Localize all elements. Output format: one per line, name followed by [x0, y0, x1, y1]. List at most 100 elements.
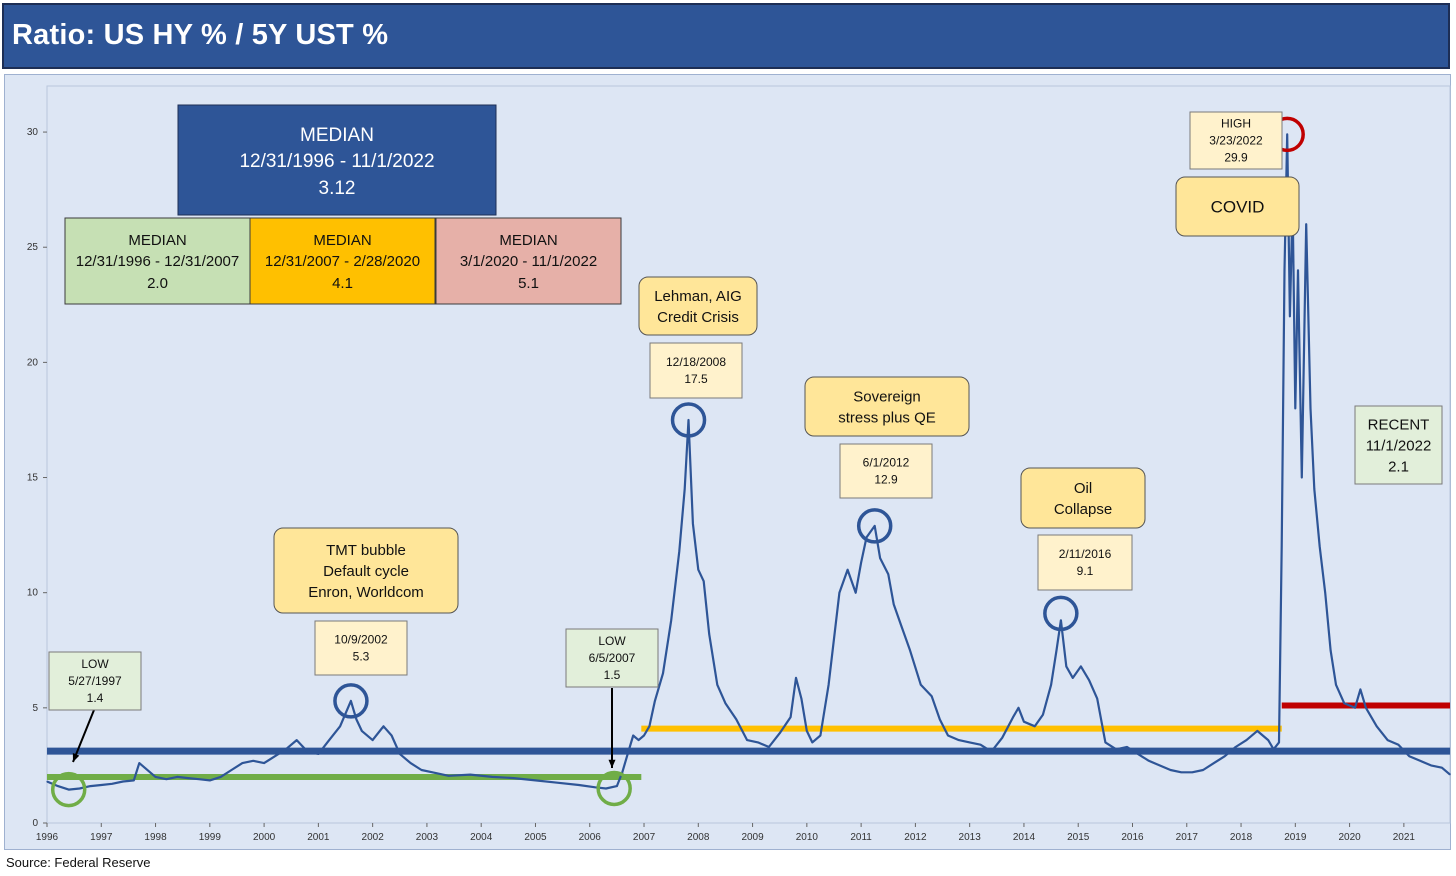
point-label-2-line: 1.5	[604, 668, 621, 682]
series-point	[220, 776, 222, 778]
series-point	[1060, 619, 1062, 621]
x-tick-label: 2002	[362, 832, 385, 843]
series-point	[768, 746, 770, 748]
series-point	[887, 573, 889, 575]
series-point	[410, 762, 412, 764]
x-tick-label: 2020	[1338, 832, 1361, 843]
series-point	[513, 777, 515, 779]
series-point	[1065, 665, 1067, 668]
series-point	[1191, 771, 1193, 773]
series-point	[1088, 679, 1090, 681]
callout-1-bg	[638, 276, 758, 336]
series-point	[372, 739, 374, 741]
series-point	[605, 787, 607, 790]
point-label-2-line: LOW	[598, 634, 626, 648]
x-tick-label: 1999	[199, 832, 222, 843]
y-tick-label: 15	[27, 473, 39, 484]
series-point	[1050, 684, 1052, 686]
x-tick-label: 2012	[904, 832, 927, 843]
series-point	[716, 684, 718, 686]
series-point	[556, 782, 558, 784]
point-label-7: RECENT 11/1/2022 2.1	[1354, 405, 1443, 485]
series-point	[274, 755, 276, 757]
series-point	[860, 562, 862, 564]
series-point	[969, 741, 971, 744]
series-point	[1313, 488, 1315, 490]
x-tick-label: 2013	[959, 832, 982, 843]
x-tick-label: 2004	[470, 832, 493, 843]
series-point	[1202, 769, 1204, 771]
series-point	[339, 725, 341, 727]
marker-circle-3	[670, 402, 707, 438]
callout-1-line: Credit Crisis	[657, 309, 739, 326]
marker-circle-0	[50, 771, 87, 808]
marker-circle-1	[333, 683, 369, 719]
callout-1: Lehman, AIG Credit Crisis	[638, 276, 758, 336]
series-point	[154, 776, 157, 778]
point-label-4: 6/1/2012 12.9	[839, 443, 933, 499]
median-overall-bg	[177, 104, 497, 216]
series-point	[1042, 714, 1044, 716]
series-point	[662, 672, 664, 674]
low-1997-arrow-head	[72, 753, 80, 762]
series-point	[176, 776, 178, 778]
point-label-0-bg	[48, 651, 142, 711]
callout-0-bg	[273, 527, 459, 614]
point-label-0-line: LOW	[81, 657, 109, 671]
series-point	[1096, 698, 1098, 700]
series-point	[1419, 760, 1421, 762]
chart-title: Ratio: US HY % / 5Y UST %	[12, 19, 389, 51]
x-tick-label: 2010	[796, 832, 819, 843]
series-point	[1330, 649, 1332, 651]
series-point	[1430, 764, 1432, 767]
median-period-value: 4.1	[332, 275, 353, 292]
series-line-0	[46, 133, 1451, 791]
x-tick-label: 2006	[579, 832, 602, 843]
point-label-7-line: 11/1/2022	[1366, 437, 1432, 454]
series-point	[1297, 269, 1299, 271]
callout-2-line: stress plus QE	[838, 409, 936, 426]
point-label-3: 12/18/2008 17.5	[649, 342, 743, 399]
point-label-0: LOW 5/27/1997 1.4	[48, 651, 142, 711]
median-period-bg	[249, 217, 436, 305]
series-point	[643, 734, 645, 737]
series-point	[1072, 677, 1074, 679]
x-tick-label: 2021	[1393, 832, 1416, 843]
series-point	[638, 739, 640, 741]
series-point	[879, 557, 881, 559]
callout-2-bg	[804, 376, 970, 437]
y-tick-label: 10	[27, 588, 39, 599]
series-point	[1397, 744, 1399, 746]
series-point	[391, 734, 393, 737]
median-overall-value: 3.12	[319, 178, 356, 199]
point-label-0-line: 5/27/1997	[68, 674, 122, 688]
marker-circle-2	[596, 770, 632, 807]
series-point	[920, 684, 922, 686]
y-tick-label: 0	[32, 818, 38, 829]
series-point	[382, 725, 385, 727]
callout-4: COVID	[1175, 176, 1300, 237]
series-point	[230, 769, 233, 771]
series-point	[1273, 748, 1275, 750]
x-tick-label: 2000	[253, 832, 276, 843]
median-lines	[47, 702, 1450, 780]
series-point	[1283, 269, 1286, 271]
series-point	[57, 785, 59, 787]
point-label-7-line: RECENT	[1368, 416, 1430, 433]
series-point	[149, 771, 151, 773]
x-tick-label: 1997	[90, 832, 113, 843]
series-point	[68, 789, 70, 791]
series-point	[144, 767, 146, 769]
series-point	[89, 785, 91, 787]
series-point	[46, 780, 48, 783]
callout-3: Oil Collapse	[1020, 467, 1146, 529]
series-point	[1305, 223, 1307, 225]
series-point	[1001, 737, 1003, 739]
source-note: Source: Federal Reserve	[6, 855, 151, 870]
point-label-5: 2/11/2016 9.1	[1037, 534, 1133, 591]
series-point	[939, 718, 941, 721]
series-point	[122, 780, 124, 783]
series-point	[1278, 741, 1280, 744]
x-tick-label: 1996	[36, 832, 59, 843]
series-point	[1441, 767, 1443, 769]
